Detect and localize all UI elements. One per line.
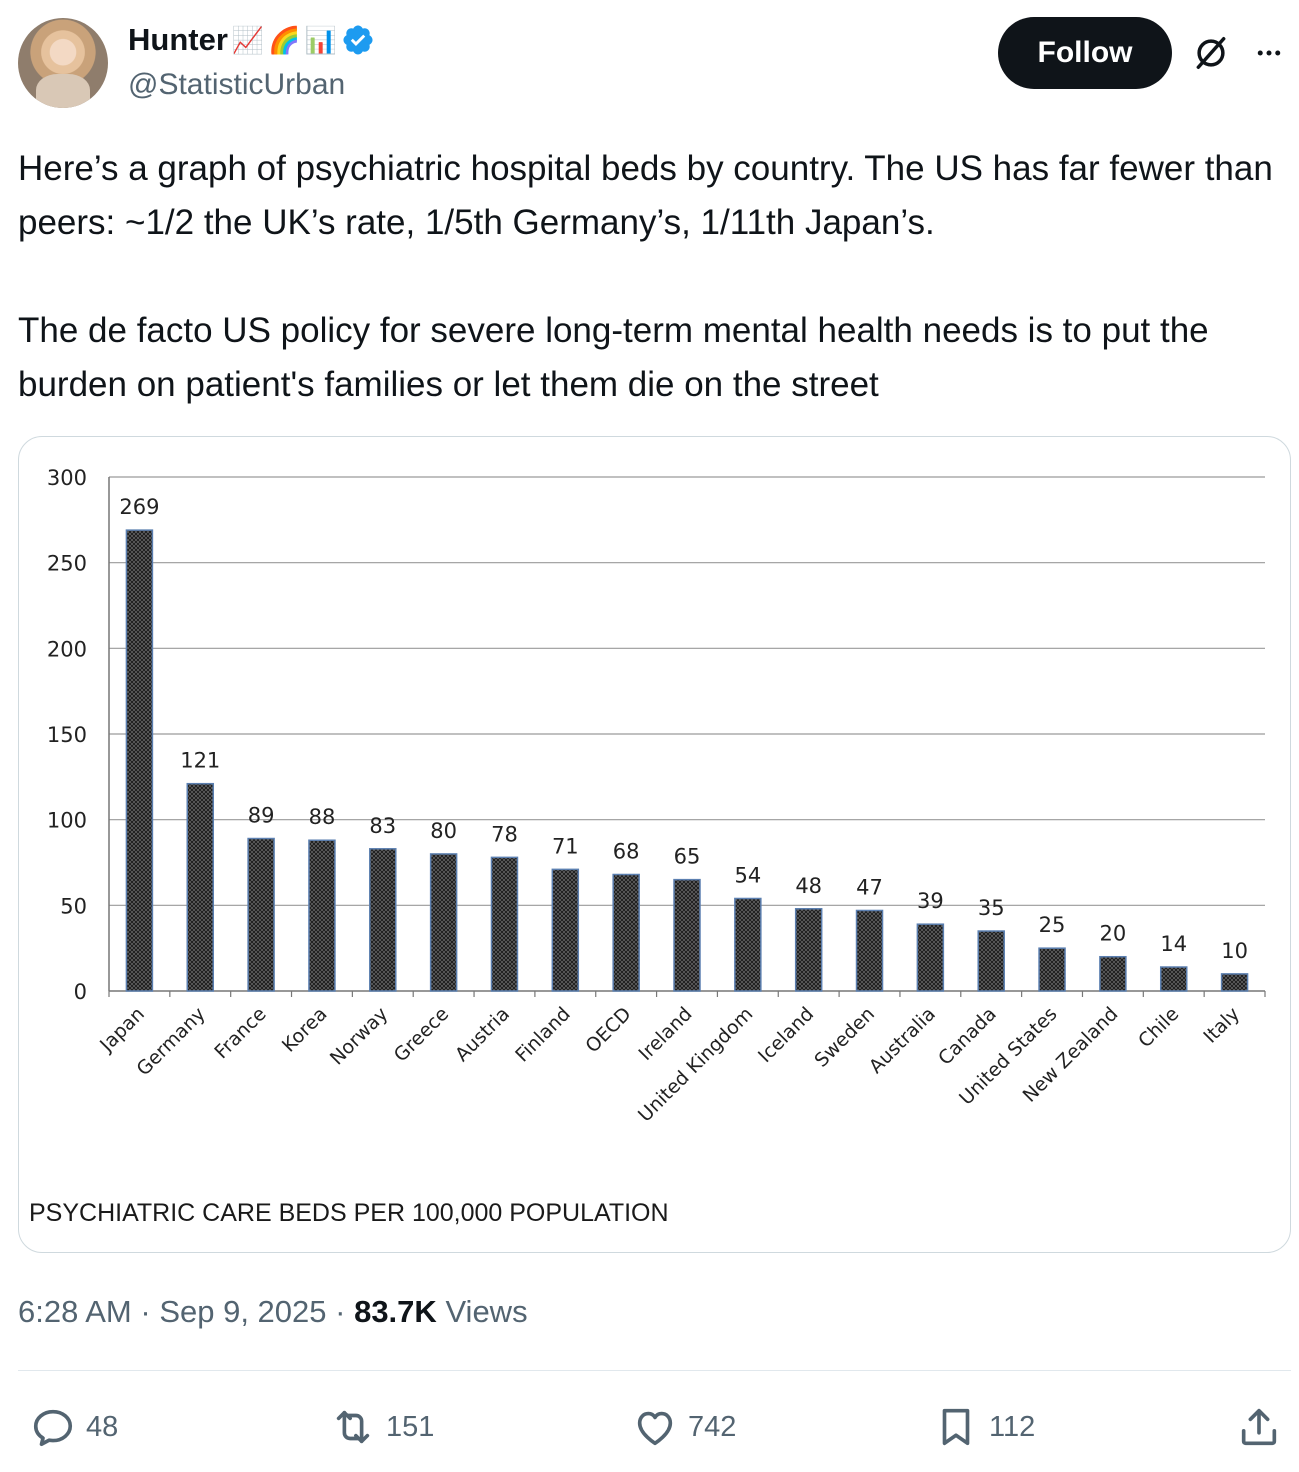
- bar-united-states: [1038, 947, 1066, 992]
- y-tick-label: 50: [60, 894, 87, 918]
- author-avatar[interactable]: [18, 18, 108, 108]
- bar-germany: [186, 782, 215, 992]
- data-label: 39: [917, 889, 944, 913]
- like-button[interactable]: 742: [632, 1404, 736, 1450]
- data-label: 54: [734, 863, 761, 887]
- repost-button[interactable]: 151: [330, 1404, 434, 1450]
- heart-icon: [637, 1411, 673, 1446]
- repost-icon: [336, 1410, 370, 1444]
- data-label: 83: [369, 814, 396, 838]
- bar-united-kingdom: [734, 897, 762, 992]
- data-label: 25: [1039, 913, 1066, 937]
- bookmark-count: 112: [989, 1410, 1036, 1443]
- author-display-name[interactable]: Hunter: [128, 22, 228, 57]
- grok-icon[interactable]: [1192, 34, 1230, 72]
- chart-image[interactable]: 0 50 100 150 200 250 300 269 Japan 121 Germany 89 Fr…: [18, 436, 1291, 1253]
- data-label: 68: [613, 839, 640, 863]
- bar-chart-emoji-icon: 📊: [304, 25, 338, 55]
- more-icon[interactable]: [1252, 38, 1286, 68]
- x-tick-label: Greece: [390, 1003, 453, 1066]
- bar-france: [247, 837, 275, 992]
- y-tick-label: 100: [47, 809, 87, 833]
- views-count: 83.7K: [354, 1294, 437, 1329]
- reply-icon: [33, 1409, 73, 1447]
- bar-finland: [551, 868, 580, 992]
- x-tick-label: OECD: [581, 1003, 635, 1057]
- y-tick-label: 200: [47, 637, 87, 661]
- x-tick-label: Norway: [326, 1003, 393, 1070]
- chart-increasing-emoji-icon: 📈: [231, 25, 265, 55]
- reply-count: 48: [86, 1410, 119, 1443]
- tweet-text: Here’s a graph of psychiatric hospital b…: [18, 149, 1273, 404]
- bar-italy: [1220, 973, 1249, 992]
- bar-canada: [977, 930, 1005, 992]
- data-label: 88: [309, 805, 336, 829]
- x-tick-label: Australia: [865, 1003, 940, 1078]
- data-label: 20: [1100, 922, 1127, 946]
- author-name-row[interactable]: Hunter 📈 🌈 📊: [128, 22, 375, 58]
- data-label: 65: [674, 845, 701, 869]
- bar-chart: 050100150200250300269Japan121Germany89Fr…: [47, 466, 1266, 1126]
- divider: [18, 1370, 1291, 1371]
- bar-australia: [916, 923, 945, 992]
- bar-ireland: [673, 878, 701, 992]
- share-button[interactable]: [1236, 1404, 1282, 1450]
- bar-sweden: [855, 909, 884, 992]
- share-icon: [1241, 1408, 1277, 1446]
- data-label: 80: [430, 819, 457, 843]
- bar-korea: [308, 839, 336, 992]
- data-label: 78: [491, 822, 518, 846]
- data-label: 47: [856, 875, 883, 899]
- like-count: 742: [688, 1410, 737, 1443]
- x-tick-label: Korea: [278, 1003, 332, 1057]
- x-tick-label: Japan: [95, 1003, 149, 1057]
- verified-badge-icon[interactable]: [341, 23, 375, 57]
- data-label: 48: [795, 874, 822, 898]
- x-tick-label: Iceland: [754, 1003, 818, 1067]
- data-label: 14: [1160, 932, 1187, 956]
- follow-button[interactable]: Follow: [998, 17, 1172, 89]
- tweet-date[interactable]: Sep 9, 2025: [159, 1294, 327, 1329]
- bar-japan: [125, 529, 154, 992]
- meta-separator: ·: [335, 1294, 355, 1329]
- x-tick-label: Ireland: [635, 1003, 697, 1065]
- views-label: Views: [445, 1294, 528, 1329]
- tweet-meta: 6:28 AM · Sep 9, 2025 · 83.7K Views: [18, 1294, 528, 1330]
- x-tick-label: Austria: [451, 1003, 514, 1066]
- repost-count: 151: [386, 1410, 435, 1443]
- y-tick-label: 150: [47, 723, 87, 747]
- bar-oecd: [612, 873, 640, 992]
- bookmark-icon: [942, 1408, 970, 1446]
- x-tick-label: Chile: [1134, 1003, 1183, 1052]
- data-label: 35: [978, 896, 1005, 920]
- author-handle[interactable]: @StatisticUrban: [128, 68, 346, 101]
- y-tick-label: 250: [47, 552, 87, 576]
- y-tick-label: 300: [47, 466, 87, 490]
- bar-austria: [490, 856, 519, 992]
- x-tick-label: France: [210, 1003, 270, 1063]
- x-tick-label: United Kingdom: [634, 1003, 757, 1126]
- reply-button[interactable]: 48: [30, 1404, 118, 1450]
- data-label: 71: [552, 834, 579, 858]
- data-label: 89: [248, 804, 275, 828]
- y-tick-label: 0: [74, 980, 87, 1004]
- meta-separator: ·: [140, 1294, 160, 1329]
- data-label: 10: [1221, 939, 1248, 963]
- tweet-time[interactable]: 6:28 AM: [18, 1294, 132, 1329]
- bar-chile: [1159, 966, 1188, 992]
- x-tick-label: Italy: [1199, 1003, 1244, 1048]
- bookmark-button[interactable]: 112: [933, 1404, 1035, 1450]
- bar-norway: [369, 848, 397, 992]
- bar-iceland: [794, 908, 823, 992]
- data-label: 269: [119, 495, 159, 519]
- bar-greece: [429, 853, 458, 992]
- rainbow-emoji-icon: 🌈: [268, 25, 301, 55]
- data-label: 121: [180, 749, 220, 773]
- chart-title: PSYCHIATRIC CARE BEDS PER 100,000 POPULA…: [29, 1199, 669, 1227]
- bar-new-zealand: [1099, 955, 1127, 992]
- x-tick-label: Finland: [511, 1003, 575, 1067]
